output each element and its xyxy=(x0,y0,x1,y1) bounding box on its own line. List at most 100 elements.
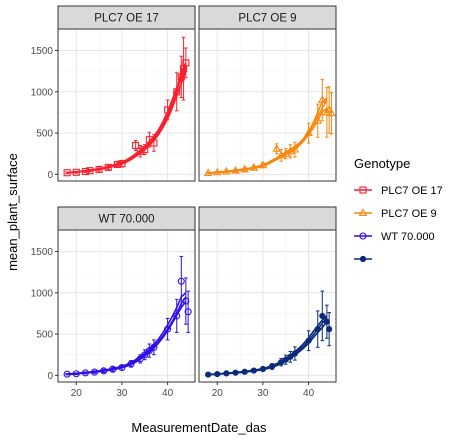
error-bar xyxy=(315,103,320,138)
data-point xyxy=(72,370,80,378)
y-tick-label: 0 xyxy=(47,170,53,181)
data-point xyxy=(203,168,213,177)
data-point xyxy=(182,297,190,305)
data-point xyxy=(317,95,327,103)
data-point xyxy=(109,365,117,373)
data-point xyxy=(282,356,289,363)
y-axis-title: mean_plant_surface xyxy=(5,153,20,271)
facet-strip-label: WT 70.000 xyxy=(98,214,154,226)
error-bar xyxy=(306,122,311,144)
data-point xyxy=(90,368,99,376)
data-point xyxy=(290,144,300,153)
legend-label: PLC7 OE 9 xyxy=(381,208,437,220)
y-tick-label: 1500 xyxy=(31,247,54,258)
data-point xyxy=(268,363,276,370)
panel-background xyxy=(199,29,336,181)
data-point xyxy=(326,326,333,333)
x-tick-label: 30 xyxy=(257,388,269,399)
data-point xyxy=(118,363,126,372)
error-bar xyxy=(92,370,97,374)
facet-strip-label: PLC7 OE 17 xyxy=(94,13,159,25)
x-tick-label: 40 xyxy=(162,388,174,399)
y-tick-label: 500 xyxy=(36,129,53,140)
facet-panel-2: PLC7 OE 9 xyxy=(198,5,337,182)
legend-key-marker xyxy=(359,255,367,263)
data-point xyxy=(232,369,239,376)
data-point xyxy=(313,115,323,124)
legend-entry: WT 70.000 xyxy=(354,231,435,243)
error-bar xyxy=(165,99,170,121)
facet-panel-1: PLC7 OE 17 0 500 1000 1500 xyxy=(31,5,196,182)
data-point xyxy=(223,370,230,377)
y-tick-label: 1500 xyxy=(31,46,54,57)
error-bar xyxy=(152,339,156,356)
error-bar xyxy=(152,134,156,152)
legend-key-marker xyxy=(359,186,367,194)
data-point xyxy=(150,139,158,147)
data-point xyxy=(327,108,336,117)
error-bar xyxy=(147,131,152,148)
data-point xyxy=(305,337,312,344)
error-bar xyxy=(83,371,88,375)
data-point xyxy=(104,163,112,171)
facet-panel-4: 20 30 40 xyxy=(198,206,337,399)
data-point xyxy=(241,368,248,375)
error-bar xyxy=(138,144,142,158)
y-tick-label: 1000 xyxy=(31,288,54,299)
legend-label: WT 70.000 xyxy=(381,231,435,243)
data-point xyxy=(258,160,268,169)
error-bar xyxy=(174,72,179,112)
error-bar xyxy=(88,169,92,173)
error-bar xyxy=(147,343,152,358)
y-tick-label: 0 xyxy=(47,371,53,382)
data-point xyxy=(141,351,149,359)
legend-key-marker xyxy=(358,208,368,216)
data-point xyxy=(259,365,267,373)
data-point xyxy=(113,160,121,169)
axes-layer: mean_plant_surface MeasurementDate_das xyxy=(5,153,267,435)
error-bar xyxy=(165,317,170,341)
error-bar xyxy=(111,366,115,372)
panel-border xyxy=(57,229,196,383)
data-point xyxy=(136,147,144,155)
data-point xyxy=(278,359,285,366)
error-bar xyxy=(329,92,334,135)
x-axis-title: MeasurementDate_das xyxy=(131,420,267,435)
data-point xyxy=(81,369,89,377)
error-bar xyxy=(186,290,190,333)
panel-border xyxy=(198,229,337,383)
error-bar xyxy=(179,55,184,99)
data-point xyxy=(173,88,181,96)
error-bar xyxy=(181,36,186,101)
error-bar xyxy=(65,171,69,175)
error-bar xyxy=(174,298,179,333)
data-point xyxy=(173,312,181,320)
error-bar xyxy=(97,167,101,172)
facet-strip-label: PLC7 OE 9 xyxy=(238,13,296,25)
data-point xyxy=(212,167,222,176)
data-point xyxy=(291,350,298,357)
data-point xyxy=(304,128,313,137)
error-bar xyxy=(293,141,297,158)
data-point xyxy=(95,165,103,173)
data-point xyxy=(250,367,257,374)
facet-panel-3: WT 70.000 20 30 40 0 500 1000 1500 xyxy=(31,206,196,399)
error-bar xyxy=(184,47,188,79)
panels-layer: PLC7 OE 17 0 500 1000 1500 PLC7 OE 9 WT 70.000… xyxy=(31,5,337,399)
error-bar xyxy=(74,171,79,174)
data-point xyxy=(63,370,71,378)
error-bar xyxy=(320,78,325,122)
legend: Genotype PLC7 OE 17 PLC7 OE 9 WT 70.000 xyxy=(354,156,443,263)
error-bar xyxy=(65,372,69,376)
legend-entry xyxy=(354,255,372,263)
data-point xyxy=(240,164,250,173)
data-point xyxy=(205,371,212,378)
x-tick-label: 20 xyxy=(71,388,83,399)
x-tick-label: 30 xyxy=(116,388,128,399)
error-bar xyxy=(179,255,184,307)
legend-title: Genotype xyxy=(354,156,410,171)
data-point xyxy=(287,353,294,360)
facet-strip xyxy=(198,206,337,231)
legend-entry: PLC7 OE 17 xyxy=(354,185,443,197)
data-point xyxy=(177,277,185,285)
